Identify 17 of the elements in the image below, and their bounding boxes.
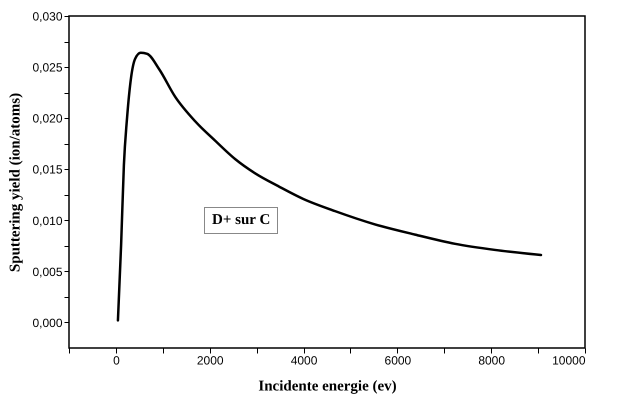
x-tick-label: 10000 xyxy=(552,354,586,368)
y-tick-label: 0,030 xyxy=(32,10,63,24)
label-box: D+ sur C xyxy=(204,207,278,234)
y-tick-label: 0,025 xyxy=(32,60,63,75)
x-axis-title: Incidente energie (ev) xyxy=(258,378,397,394)
x-tick-label: 6000 xyxy=(384,354,412,368)
x-tick-label: 8000 xyxy=(478,354,506,368)
x-tick-label: 0 xyxy=(113,354,120,368)
y-tick-label: 0,015 xyxy=(32,162,63,177)
line-series xyxy=(116,52,542,322)
x-tick-label: 2000 xyxy=(196,354,224,368)
y-tick-label: 0,010 xyxy=(32,214,63,228)
y-tick-label: 0,000 xyxy=(32,316,63,330)
y-tick-label: 0,005 xyxy=(32,264,63,279)
x-tick-label: 4000 xyxy=(290,354,318,368)
y-tick-label: 0,020 xyxy=(32,112,63,126)
y-axis-title: Sputtering yield (ion/atoms) xyxy=(7,92,24,272)
